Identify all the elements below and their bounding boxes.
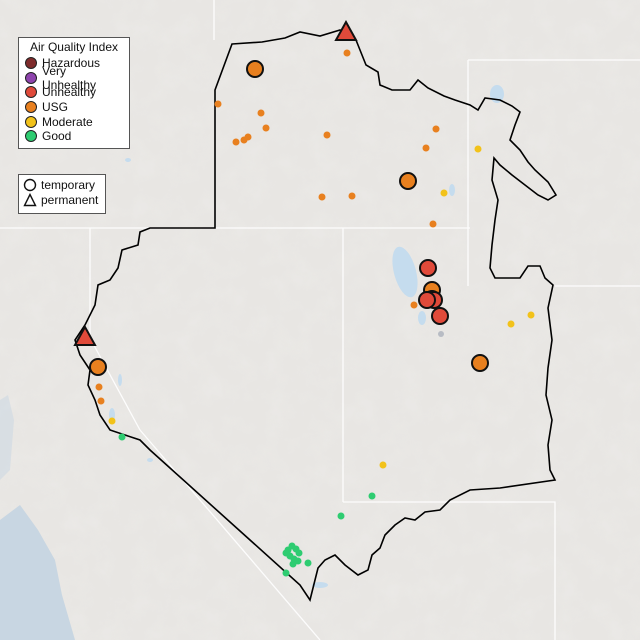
large-monitor-circles (89, 60, 489, 376)
monitor-dot (323, 131, 331, 139)
monitor-type-legend: temporary permanent (18, 174, 106, 214)
monitor-dot (438, 331, 444, 337)
triangle-icon (23, 192, 37, 207)
legend-item-very-unhealthy: Very Unhealthy (25, 64, 123, 92)
monitor-circle-usg (89, 358, 107, 376)
monitor-dot (474, 145, 482, 153)
monitor-dot (295, 549, 303, 557)
monitor-dot (429, 220, 437, 228)
legend-swatch (25, 115, 37, 128)
legend-swatch (25, 57, 37, 70)
legend-swatch (25, 71, 37, 84)
circle-icon (23, 179, 37, 192)
legend-swatch (25, 130, 37, 143)
monitor-circle-usg (399, 172, 417, 190)
monitor-circle-unhealthy (419, 259, 437, 277)
pyramid-lake (118, 374, 122, 386)
monitor-circle-unhealthy (418, 291, 436, 309)
legend-label: Unhealthy (42, 85, 97, 100)
lake-mead (312, 582, 328, 588)
legend-label: Good (42, 129, 72, 144)
monitor-dot (410, 301, 418, 309)
monitor-dot (97, 397, 105, 405)
monitor-dot (368, 492, 376, 500)
legend-swatch (25, 101, 37, 114)
aqi-legend: Air Quality Index Hazardous Very Unhealt… (18, 37, 130, 149)
legend-item-moderate: Moderate (25, 114, 123, 129)
monitor-dot (527, 311, 535, 319)
legend-item-hazardous: Hazardous (25, 56, 123, 71)
legend-item-good: Good (25, 129, 123, 144)
monitor-dot (232, 138, 240, 146)
legend-item-usg: USG (25, 100, 123, 115)
monitor-circle-usg (471, 354, 489, 372)
monitor-dot (95, 383, 103, 391)
monitor-dot (257, 109, 265, 117)
legend-label: temporary (41, 178, 96, 193)
legend-title: Air Quality Index (29, 40, 119, 54)
legend-label: Hazardous (42, 56, 101, 71)
legend-label: permanent (41, 192, 99, 207)
monitor-dot (118, 433, 126, 441)
monitor-dot (318, 193, 326, 201)
monitor-dot (304, 559, 312, 567)
monitor-dot (282, 549, 290, 557)
monitor-circle-unhealthy (431, 307, 449, 325)
legend-label: Moderate (42, 114, 93, 129)
monitor-dot (348, 192, 356, 200)
ocean (0, 505, 75, 640)
region-boundary (74, 29, 558, 602)
legend-item-temporary: temporary (23, 178, 101, 193)
monitor-triangle-unhealthy (334, 19, 358, 41)
monitor-dot (507, 320, 515, 328)
reservoir-1 (125, 158, 131, 162)
mono-lake (147, 458, 153, 462)
monitor-dot (282, 569, 290, 577)
monitor-dot (379, 461, 387, 469)
monitor-dot (337, 512, 345, 520)
monitor-dot (244, 133, 252, 141)
legend-item-unhealthy: Unhealthy (25, 85, 123, 100)
legend-swatch (25, 86, 37, 99)
great-salt-lake (392, 246, 418, 298)
monitor-circle-usg (246, 60, 264, 78)
ocean-north (0, 395, 14, 480)
monitor-dot (422, 144, 430, 152)
legend-item-permanent: permanent (23, 192, 101, 208)
bear-lake (449, 184, 455, 196)
monitor-dot (108, 417, 116, 425)
monitor-dot (262, 124, 270, 132)
legend-label: USG (42, 100, 69, 115)
small-monitor-dots (95, 49, 535, 577)
monitor-dot (440, 189, 448, 197)
legend-label: Very Unhealthy (42, 63, 97, 92)
monitor-dot (214, 100, 222, 108)
utah-lake (418, 311, 426, 325)
permanent-monitors (73, 19, 358, 346)
monitor-triangle-unhealthy (73, 324, 97, 346)
monitor-dot (343, 49, 351, 57)
monitor-dot (289, 560, 297, 568)
monitor-dot (432, 125, 440, 133)
